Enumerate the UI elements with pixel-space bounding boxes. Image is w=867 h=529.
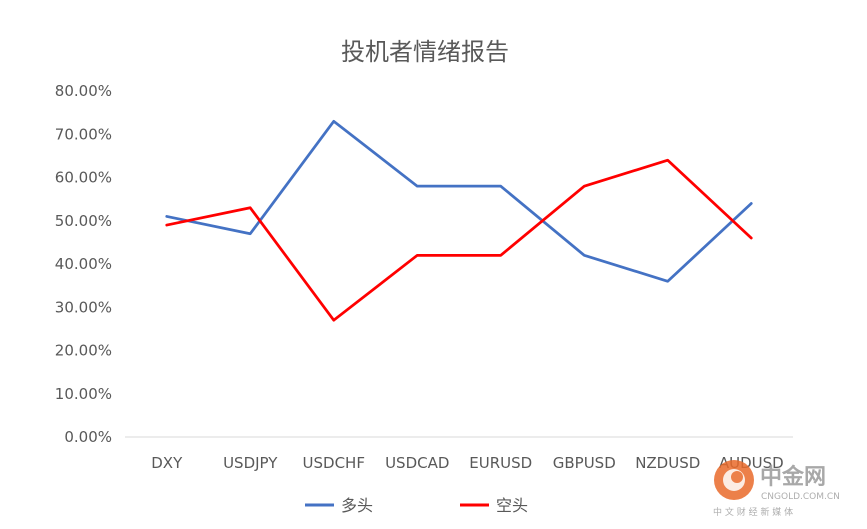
y-axis: 0.00% 10.00% 20.00% 30.00% 40.00% 50.00% 60.00… <box>55 82 112 446</box>
y-tick-label: 60.00% <box>55 169 112 187</box>
x-axis: DXY USDJPY USDCHF USDCAD EURUSD GBPUSD NZDUSD A… <box>151 454 783 472</box>
x-tick-label: USDJPY <box>223 454 278 472</box>
y-tick-label: 70.00% <box>55 125 112 143</box>
x-tick-label: USDCHF <box>303 454 365 472</box>
y-tick-label: 30.00% <box>55 298 112 316</box>
y-tick-label: 0.00% <box>64 428 112 446</box>
legend-label: 空头 <box>496 496 528 515</box>
y-tick-label: 40.00% <box>55 255 112 273</box>
watermark-domain: CNGOLD.COM.CN <box>761 492 840 502</box>
x-tick-label: NZDUSD <box>635 454 700 472</box>
y-tick-label: 20.00% <box>55 342 112 360</box>
x-tick-label: USDCAD <box>385 454 449 472</box>
x-tick-label: EURUSD <box>469 454 532 472</box>
legend: 多头 空头 <box>305 496 528 515</box>
series-layer <box>165 119 753 322</box>
series-line-2 <box>165 158 753 322</box>
x-tick-label: DXY <box>151 454 183 472</box>
y-tick-label: 80.00% <box>55 82 112 100</box>
y-tick-label: 50.00% <box>55 212 112 230</box>
chart-title: 投机者情绪报告 <box>341 38 509 66</box>
series-line-1 <box>165 119 753 283</box>
watermark-brand: 中金网 <box>760 464 826 490</box>
watermark: 中金网 CNGOLD.COM.CN 中 文 财 经 新 媒 体 <box>713 460 840 518</box>
x-tick-label: GBPUSD <box>553 454 616 472</box>
watermark-slogan: 中 文 财 经 新 媒 体 <box>713 506 793 518</box>
y-tick-label: 10.00% <box>55 385 112 403</box>
watermark-logo-dot <box>731 471 743 483</box>
legend-label: 多头 <box>341 496 373 515</box>
